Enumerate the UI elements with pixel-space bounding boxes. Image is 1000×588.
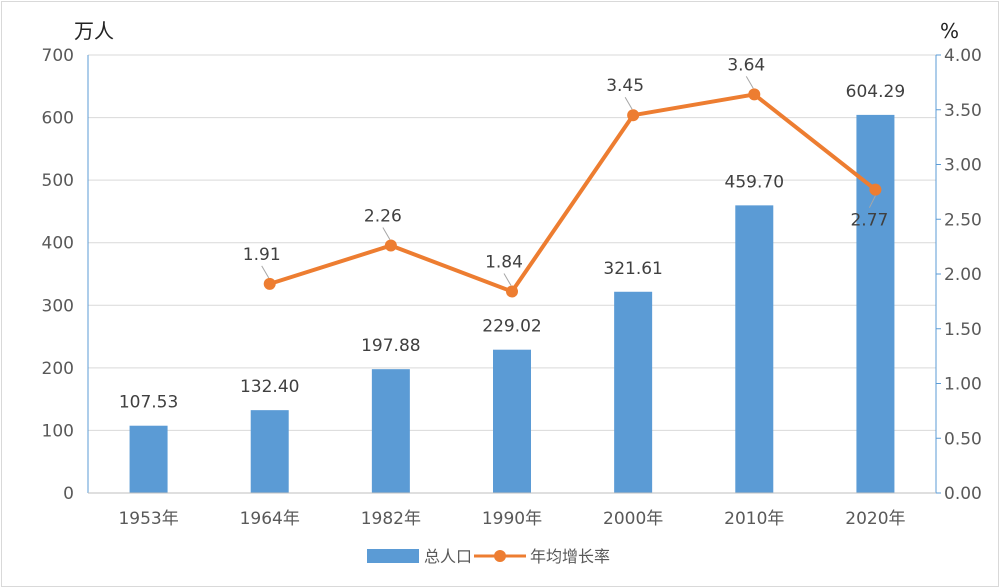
bar <box>371 369 410 493</box>
legend: 总人口 年均增长率 <box>367 547 610 566</box>
legend-marker-line <box>494 550 506 562</box>
right-axis-tick-label: 1.50 <box>944 320 982 340</box>
legend-swatch-bars <box>367 549 419 563</box>
bar <box>735 205 774 494</box>
line-point <box>627 109 640 122</box>
right-axis-tick-label: 3.00 <box>944 156 982 176</box>
right-axis-tick-label: 0.00 <box>944 484 982 504</box>
line-data-label: 2.26 <box>364 207 402 227</box>
bar-data-label: 604.29 <box>846 82 905 102</box>
growth-rate-line <box>269 92 877 294</box>
legend-label-bars: 总人口 <box>424 547 472 566</box>
line-point <box>384 239 397 252</box>
left-axis-tick-label: 0 <box>63 484 74 504</box>
x-axis-tick-label: 1990年 <box>482 509 542 529</box>
legend-label-line: 年均增长率 <box>530 547 610 566</box>
x-axis-tick-label: 2010年 <box>724 509 784 529</box>
x-axis-tick-label: 1964年 <box>240 509 300 529</box>
line-point <box>263 277 276 290</box>
left-axis-tick-label: 700 <box>42 46 74 66</box>
line-point <box>748 88 761 101</box>
right-axis-tick-label: 3.50 <box>944 101 982 121</box>
line-point <box>506 285 518 298</box>
leader-line <box>261 265 270 279</box>
bar-data-label: 229.02 <box>482 317 541 337</box>
leader-line <box>745 76 754 89</box>
bar-data-label: 107.53 <box>119 393 178 413</box>
right-axis-unit: % <box>940 19 959 43</box>
left-axis-unit: 万人 <box>74 19 114 43</box>
leader-line <box>382 227 391 240</box>
line-data-label: 2.77 <box>850 211 888 231</box>
right-axis-tick-label: 2.00 <box>944 265 982 285</box>
line-series <box>263 88 882 298</box>
line-data-label: 3.64 <box>727 55 765 75</box>
leader-line <box>624 96 633 110</box>
bar-data-label: 321.61 <box>603 259 662 279</box>
bar <box>250 410 289 493</box>
bar-data-label: 197.88 <box>361 336 420 356</box>
data-labels: 107.53 132.40 197.88 229.02 321.61 459.70 604.… <box>119 55 905 412</box>
bar <box>614 291 653 493</box>
leader-line <box>868 195 876 208</box>
line-data-label: 1.91 <box>243 245 281 265</box>
x-axis-tick-label: 1982年 <box>361 509 421 529</box>
bar <box>129 425 168 493</box>
left-axis-tick-label: 100 <box>42 421 74 441</box>
left-axis-tick-label: 400 <box>42 234 74 254</box>
bar-series <box>129 114 895 494</box>
line-data-label: 1.84 <box>485 253 523 273</box>
right-axis-tick-label: 4.00 <box>944 46 982 66</box>
right-axis-tick-label: 1.00 <box>944 375 982 395</box>
leader-line <box>503 273 512 286</box>
x-axis-tick-label: 2020年 <box>845 509 905 529</box>
left-axis-tick-label: 200 <box>42 359 74 379</box>
left-axis-tick-label: 300 <box>42 296 74 316</box>
line-point <box>869 183 882 196</box>
bar <box>856 114 895 493</box>
axes: 0 100 200 300 400 500 600 700 0.00 0.50 1.00 1.50 2.… <box>42 46 982 529</box>
bar <box>493 349 531 493</box>
left-axis-tick-label: 500 <box>42 171 74 191</box>
right-axis-tick-label: 2.50 <box>944 210 982 230</box>
x-axis-tick-label: 1953年 <box>118 509 178 529</box>
left-axis-tick-label: 600 <box>42 109 74 129</box>
x-axis-tick-label: 2000年 <box>603 509 663 529</box>
bar-data-label: 459.70 <box>725 172 784 192</box>
line-data-label: 3.45 <box>606 76 644 96</box>
bar-data-label: 132.40 <box>240 377 299 397</box>
right-axis-tick-label: 0.50 <box>944 429 982 449</box>
gridlines <box>88 54 936 431</box>
